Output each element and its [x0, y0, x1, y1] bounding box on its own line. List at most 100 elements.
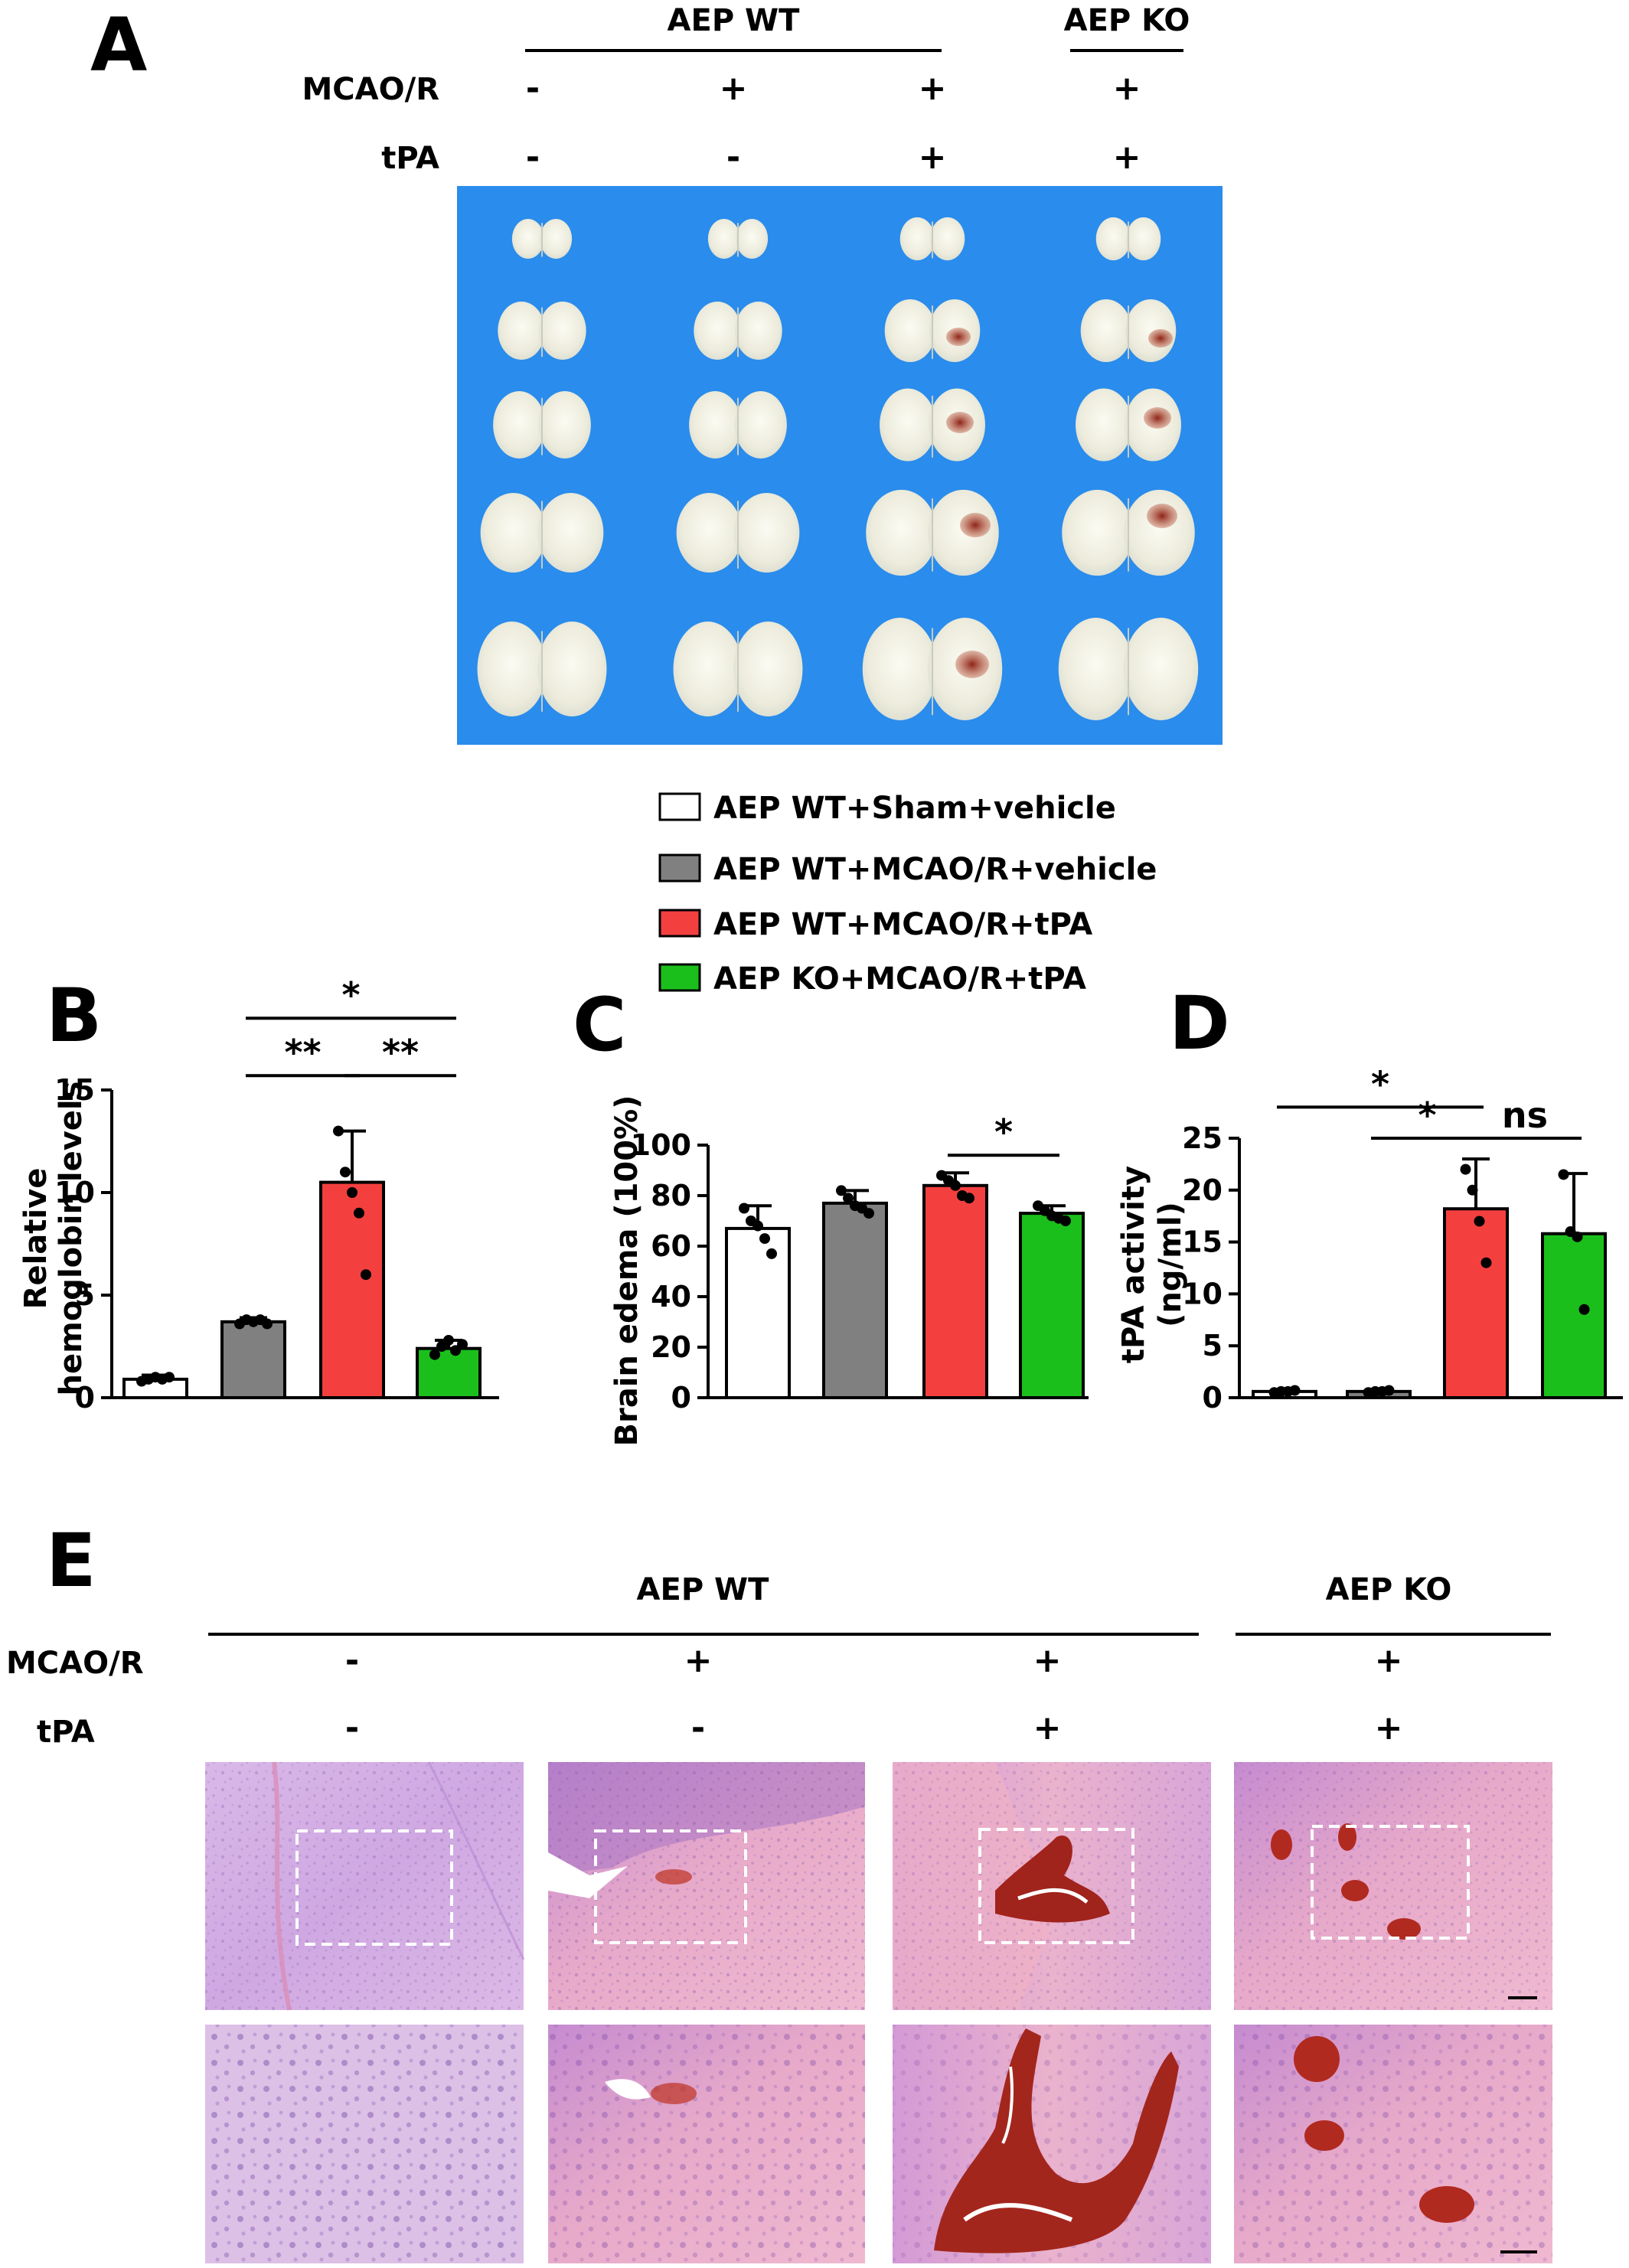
- data-point: [1572, 1231, 1583, 1242]
- hemorrhage-spot: [1148, 329, 1173, 348]
- y-tick-label: 20: [651, 1330, 691, 1364]
- panel-e: E AEP WT AEP KO MCAO/R tPA - + + + - - +…: [6, 1518, 1552, 2263]
- panel-e-letter: E: [46, 1518, 96, 1604]
- panel-b-letter: B: [46, 973, 102, 1059]
- y-axis-label: hemoglobin levels: [54, 1082, 89, 1396]
- brain-slice: [1062, 489, 1195, 576]
- histology-ko-tpa-high: [1234, 2025, 1552, 2263]
- brain-slice: [689, 391, 787, 458]
- panel-e-sign: +: [684, 1641, 713, 1680]
- data-point: [1474, 1216, 1485, 1227]
- data-point: [950, 1180, 961, 1191]
- roi-box: [1311, 1825, 1470, 1940]
- hemorrhage-spot: [1144, 407, 1171, 429]
- y-tick-label: 0: [75, 1381, 95, 1415]
- brain-slice: [1076, 388, 1181, 462]
- y-tick-label: 0: [671, 1381, 691, 1415]
- panel-e-group-wt-label: AEP WT: [637, 1572, 770, 1607]
- panel-a-row-label-tpa: tPA: [381, 141, 439, 176]
- brain-slice: [1080, 299, 1177, 363]
- data-point: [1289, 1385, 1301, 1396]
- hemorrhage-spot: [1147, 504, 1177, 528]
- panel-a-sign: +: [919, 69, 947, 108]
- data-point: [361, 1269, 371, 1281]
- y-axis-label: Relative: [18, 1168, 54, 1310]
- histology-mcao-low: [548, 1762, 865, 2010]
- data-point: [1060, 1216, 1071, 1226]
- panel-a-sign: +: [1113, 69, 1141, 108]
- data-point: [759, 1233, 770, 1245]
- chart-d: 0 5 10 15 20 25 tPA activity (ng/ml) * * ns: [1116, 1063, 1623, 1415]
- panel-a: A AEP WT AEP KO MCAO/R tPA - + + + - - +…: [90, 2, 1223, 745]
- bar: [922, 1183, 988, 1400]
- brain-slice: [1058, 618, 1199, 720]
- significance-label: *: [994, 1111, 1013, 1153]
- significance-label: *: [1371, 1063, 1389, 1105]
- y-tick-label: 10: [54, 1176, 95, 1209]
- data-point: [766, 1248, 777, 1259]
- data-point: [354, 1207, 364, 1219]
- brain-slice: [899, 217, 965, 261]
- legend-swatch: [658, 792, 701, 821]
- roi-box: [295, 1829, 453, 1946]
- panel-a-sign: -: [726, 138, 740, 177]
- y-axis-label: tPA activity: [1116, 1166, 1151, 1363]
- significance-label: **: [284, 1032, 321, 1073]
- bar: [1443, 1207, 1509, 1400]
- histology-sham-low: [205, 1761, 525, 2011]
- panel-e-group-ko-label: AEP KO: [1326, 1572, 1452, 1607]
- panel-e-sign: -: [345, 1641, 359, 1680]
- brain-slice: [862, 618, 1003, 720]
- histology-sham-high: [205, 2025, 524, 2263]
- panel-a-sign: -: [526, 138, 540, 177]
- data-point: [752, 1220, 763, 1232]
- roi-box: [978, 1828, 1134, 1944]
- y-tick-label: 5: [75, 1278, 95, 1312]
- y-tick-label: 100: [631, 1128, 691, 1162]
- brain-slice: [493, 391, 591, 458]
- y-tick-label: 40: [651, 1280, 691, 1313]
- data-point: [836, 1185, 847, 1196]
- panel-a-group-wt-label: AEP WT: [668, 3, 801, 38]
- data-point: [333, 1125, 344, 1137]
- y-axis-label: Brain edema (100%): [609, 1095, 645, 1447]
- brain-slice: [694, 302, 782, 360]
- y-tick-label: 60: [651, 1229, 691, 1263]
- legend-label: AEP WT+Sham+vehicle: [713, 791, 1116, 826]
- y-tick-label: 25: [1182, 1121, 1223, 1155]
- data-point: [739, 1203, 749, 1214]
- panel-e-sign: +: [1375, 1641, 1403, 1680]
- panel-a-sign: +: [720, 69, 748, 108]
- brain-slice: [866, 489, 999, 576]
- data-point: [457, 1339, 468, 1350]
- y-tick-label: 0: [1203, 1381, 1223, 1415]
- legend: AEP WT+Sham+vehicle AEP WT+MCAO/R+vehicl…: [658, 791, 1157, 997]
- hemorrhage-spot: [946, 328, 971, 346]
- histology-mcao-tpa-high: [893, 2025, 1211, 2263]
- data-point: [1383, 1385, 1395, 1396]
- significance-label: ns: [1502, 1095, 1548, 1136]
- bar: [416, 1346, 482, 1400]
- data-point: [429, 1349, 440, 1360]
- y-tick-label: 80: [651, 1179, 691, 1212]
- data-point: [1578, 1304, 1590, 1315]
- legend-label: AEP WT+MCAO/R+vehicle: [713, 852, 1157, 887]
- hemorrhage-spot: [946, 412, 974, 433]
- hemorrhage-spot: [960, 513, 991, 537]
- brain-slice: [673, 622, 803, 716]
- significance-label: *: [1418, 1095, 1436, 1136]
- data-point: [340, 1167, 351, 1178]
- bar: [1541, 1232, 1607, 1399]
- panel-e-sign: +: [1033, 1641, 1062, 1680]
- data-point: [1480, 1257, 1492, 1268]
- bar: [1019, 1212, 1085, 1399]
- bar: [822, 1201, 888, 1400]
- y-tick-label: 20: [1182, 1173, 1223, 1207]
- histology-mcao-high: [548, 2025, 865, 2263]
- bar: [220, 1320, 286, 1399]
- panel-c-letter: C: [573, 982, 626, 1068]
- panel-e-row-label-tpa: tPA: [37, 1715, 95, 1750]
